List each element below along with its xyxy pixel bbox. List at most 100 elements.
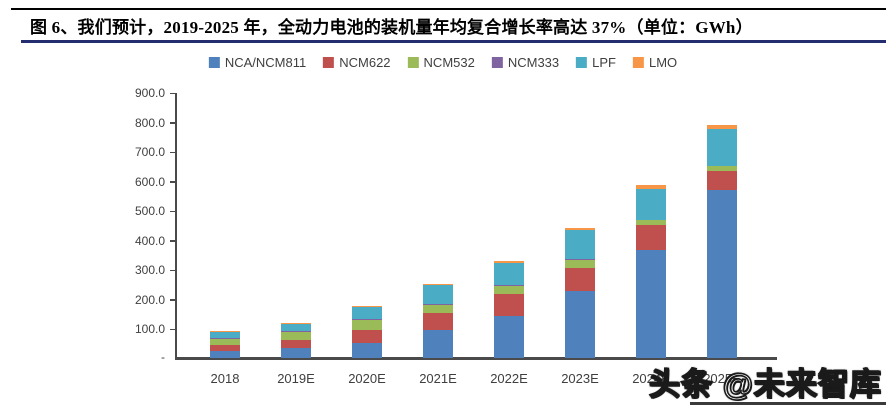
bar-segment-ncm622-2021E [423, 312, 453, 331]
legend-item-ncm622: NCM622 [323, 55, 391, 70]
legend-label: NCM333 [507, 55, 560, 70]
bar-segment-nca-ncm811-2020E [352, 342, 382, 358]
legend-swatch-icon [208, 57, 220, 68]
bar-segment-lpf-2018 [210, 332, 240, 339]
x-axis-label-2022E: 2022E [490, 371, 528, 386]
bar-segment-ncm622-2022E [494, 294, 524, 317]
y-axis-zero-label: - [161, 350, 165, 364]
x-axis-label-2025E: 2025E [703, 371, 741, 386]
chart-legend: NCA/NCM811 NCM622 NCM532 NCM333 LPF LMO [208, 55, 678, 70]
bar-segment-lpf-2020E [352, 307, 382, 320]
x-axis-label-2018: 2018 [210, 371, 240, 386]
watermark-text: 头条 @未来智库 [648, 366, 882, 403]
legend-swatch-icon [323, 57, 335, 68]
bar-segment-ncm532-2021E [423, 304, 453, 313]
y-axis-label: 800.0 [134, 115, 165, 130]
x-axis-line [175, 357, 777, 360]
y-axis-tick [170, 269, 175, 272]
x-axis-label-2021E: 2021E [419, 371, 457, 386]
title-underline-rule [21, 40, 886, 43]
bar-segment-lpf-2022E [494, 262, 524, 286]
y-axis-tick [170, 122, 175, 124]
bar-segment-ncm532-2023E [565, 259, 595, 268]
bar-segment-ncm333-2020E [352, 319, 382, 321]
bar-segment-lmo-2021E [423, 283, 453, 286]
bar-segment-ncm333-2018 [210, 338, 240, 340]
bar-segment-ncm333-2022E [494, 285, 524, 287]
y-axis-label: 300.0 [134, 263, 165, 278]
watermark-underline [690, 402, 886, 405]
y-axis-label: 200.0 [134, 292, 165, 307]
bar-segment-ncm532-2025E [707, 166, 737, 172]
bar-segment-ncm333-2019E [281, 330, 311, 332]
bar-segment-ncm532-2024E [636, 220, 666, 225]
y-axis-tick [170, 299, 175, 301]
legend-swatch-icon [407, 57, 419, 68]
bar-segment-ncm333-2021E [423, 303, 453, 305]
bar-segment-lpf-2025E [707, 128, 737, 166]
legend-label: NCA/NCM811 [224, 55, 307, 70]
bar-segment-ncm622-2023E [565, 267, 595, 292]
bar-segment-lpf-2023E [565, 230, 595, 259]
legend-item-ncm333: NCM333 [491, 55, 560, 70]
bar-segment-lmo-2024E [636, 185, 666, 189]
bar-segment-ncm333-2025E [707, 165, 737, 167]
bar-segment-ncm622-2018 [210, 345, 240, 352]
legend-label: NCM622 [339, 55, 391, 70]
bar-segment-ncm532-2020E [352, 320, 382, 330]
legend-swatch-icon [632, 57, 644, 68]
bar-segment-ncm532-2022E [494, 286, 524, 295]
bar-segment-nca-ncm811-2025E [707, 189, 737, 358]
bar-segment-nca-ncm811-2024E [636, 250, 666, 358]
y-axis-tick [170, 181, 175, 183]
bar-segment-lpf-2024E [636, 188, 666, 220]
y-axis-label: 900.0 [134, 86, 165, 100]
y-axis-tick [170, 210, 175, 213]
bar-segment-ncm333-2024E [636, 219, 666, 221]
bar-segment-lmo-2019E [281, 322, 311, 324]
legend-item-nca-ncm811: NCA/NCM811 [208, 55, 307, 70]
bar-segment-nca-ncm811-2018 [210, 351, 240, 358]
bar-segment-lpf-2019E [281, 323, 311, 331]
y-axis-label: 400.0 [134, 233, 165, 248]
bar-segment-ncm622-2025E [707, 171, 737, 190]
bar-segment-ncm532-2018 [210, 339, 240, 346]
bar-segment-lmo-2023E [565, 228, 595, 231]
y-axis-label: 500.0 [134, 204, 165, 219]
bar-segment-ncm532-2019E [281, 331, 311, 341]
bar-segment-nca-ncm811-2021E [423, 330, 453, 358]
bar-segment-lmo-2022E [494, 260, 524, 263]
y-axis-tick [170, 328, 175, 331]
y-axis-label: 700.0 [134, 145, 165, 160]
legend-label: NCM532 [423, 55, 475, 70]
top-rule [11, 8, 886, 10]
bar-segment-lmo-2018 [210, 330, 240, 332]
x-axis-label-2020E: 2020E [348, 371, 386, 386]
bar-segment-ncm622-2024E [636, 225, 666, 251]
legend-label: LPF [592, 55, 616, 70]
y-axis-tick [170, 92, 175, 94]
bar-segment-nca-ncm811-2022E [494, 316, 524, 358]
figure-title: 图 6、我们预计，2019-2025 年，全动力电池的装机量年均复合增长率高达 … [30, 18, 753, 37]
y-axis-tick [170, 151, 175, 154]
x-axis-label-2019E: 2019E [277, 371, 315, 386]
bar-segment-nca-ncm811-2019E [281, 348, 311, 358]
x-axis-label-2024E: 2024E [632, 371, 670, 386]
x-axis-label-2023E: 2023E [561, 371, 599, 386]
bar-segment-ncm622-2019E [281, 340, 311, 349]
legend-swatch-icon [491, 57, 503, 68]
legend-swatch-icon [576, 57, 588, 68]
bar-segment-nca-ncm811-2023E [565, 291, 595, 358]
bar-segment-ncm333-2023E [565, 258, 595, 260]
legend-item-lmo: LMO [632, 55, 678, 70]
bar-segment-lmo-2025E [707, 124, 737, 129]
legend-item-lpf: LPF [576, 55, 616, 70]
legend-item-ncm532: NCM532 [407, 55, 475, 70]
y-axis-tick [170, 240, 175, 242]
y-axis-label: 600.0 [134, 174, 165, 189]
bar-segment-ncm622-2020E [352, 329, 382, 343]
plot-area: 900.0 800.0 700.0 600.0 500.0 400.0 300.0 200.0… [135, 86, 777, 386]
bar-segment-lpf-2021E [423, 285, 453, 304]
y-axis-label: 100.0 [134, 322, 165, 337]
legend-label: LMO [648, 55, 678, 70]
